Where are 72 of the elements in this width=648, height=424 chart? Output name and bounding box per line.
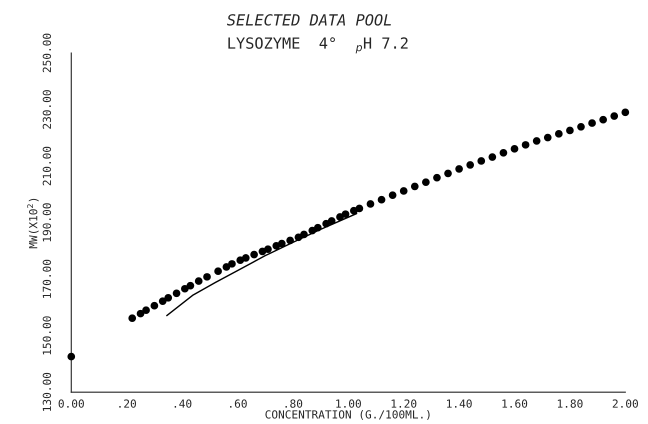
point	[214, 267, 222, 276]
point	[136, 310, 144, 318]
y-tick-label: 250.00	[42, 34, 52, 72]
y-tick-label: 190.00	[42, 203, 52, 242]
point	[194, 277, 203, 285]
y-tick-label: 230.00	[42, 90, 52, 129]
point	[228, 260, 236, 268]
point	[342, 210, 350, 218]
point	[366, 200, 374, 208]
point	[328, 217, 336, 225]
point	[566, 126, 574, 134]
x-tick-label: .40	[174, 399, 192, 408]
point	[455, 165, 463, 173]
x-tick-label: 0.00	[58, 399, 84, 408]
point	[588, 119, 596, 127]
point	[622, 108, 630, 116]
point	[444, 170, 452, 178]
text: LYSOZYME 4° $_{p}$H 7.2	[228, 37, 408, 54]
y-tick-label: 170.00	[42, 260, 52, 298]
point	[278, 240, 286, 248]
point	[128, 314, 136, 322]
point	[422, 178, 430, 186]
point	[488, 153, 496, 161]
point	[250, 250, 258, 258]
point	[294, 233, 302, 242]
point	[610, 112, 618, 120]
point	[500, 148, 508, 157]
point	[410, 182, 419, 190]
point	[242, 254, 250, 262]
point	[158, 297, 166, 305]
point	[203, 273, 211, 281]
point	[264, 245, 272, 253]
x-tick-label: .80	[286, 399, 302, 408]
x-tick-label: 1.60	[502, 399, 528, 408]
x-tick-label: 1.00	[336, 399, 361, 408]
point	[356, 204, 364, 212]
point	[186, 282, 194, 290]
chart-title: SELECTED DATA POOL	[226, 14, 391, 26]
point	[433, 174, 441, 182]
point	[67, 352, 76, 360]
x-tick-label: 1.40	[447, 399, 472, 408]
x-tick-label: 1.20	[392, 399, 416, 408]
y-tick-label: 150.00	[42, 316, 52, 354]
point	[150, 302, 158, 310]
point	[544, 134, 552, 142]
point	[172, 289, 180, 298]
point	[466, 161, 474, 169]
point	[555, 130, 563, 138]
y-tick-label: 210.00	[42, 146, 52, 186]
point	[286, 236, 294, 244]
point	[532, 137, 540, 145]
point	[181, 284, 189, 293]
point	[400, 187, 408, 195]
point	[378, 196, 386, 204]
x-axis-title: CONCENTRATION (G./100ML.)	[265, 410, 430, 420]
point	[577, 122, 585, 131]
point	[142, 306, 150, 314]
point	[388, 191, 396, 199]
x-tick-label: .60	[230, 399, 247, 408]
y-tick-label: 130.00	[42, 372, 52, 411]
point	[510, 145, 518, 153]
point	[477, 157, 486, 165]
x-tick-label: .20	[119, 399, 136, 408]
y-axis-title: MW(X10$^{2}$)	[27, 198, 39, 248]
point	[522, 141, 530, 149]
point	[322, 220, 330, 228]
x-tick-label: 1.80	[558, 399, 583, 408]
point	[300, 230, 308, 238]
point	[164, 294, 172, 302]
point	[599, 116, 607, 124]
point	[314, 224, 322, 232]
x-tick-label: 2.00	[612, 399, 638, 408]
